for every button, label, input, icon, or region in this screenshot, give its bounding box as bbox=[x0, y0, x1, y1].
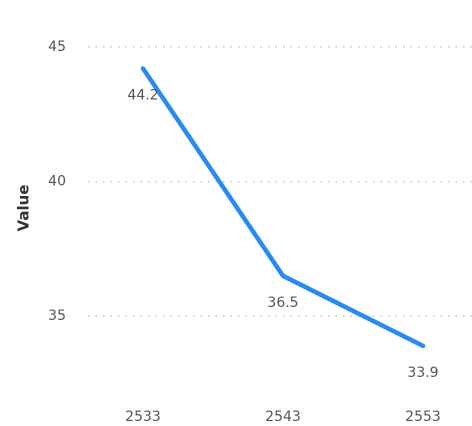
data-label: 44.2 bbox=[127, 87, 158, 103]
x-tick-label: 2553 bbox=[405, 409, 441, 425]
y-tick-label: 35 bbox=[48, 308, 66, 324]
x-tick-label: 2533 bbox=[125, 409, 161, 425]
line bbox=[140, 66, 426, 349]
y-tick-label: 45 bbox=[48, 39, 66, 55]
y-axis-label: Value bbox=[15, 185, 33, 232]
data-label: 33.9 bbox=[407, 365, 438, 381]
data-label: 36.5 bbox=[267, 295, 298, 311]
x-tick-label: 2543 bbox=[265, 409, 301, 425]
y-tick-label: 40 bbox=[48, 174, 66, 190]
